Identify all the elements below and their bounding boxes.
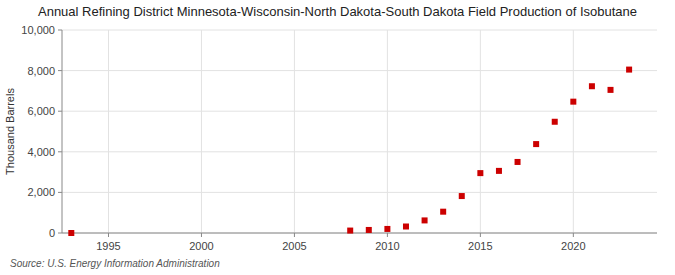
axes: 0 2,000 4,000 6,000 8,000 10,000 1995 2000 2005 2… — [21, 24, 657, 252]
point — [403, 224, 409, 230]
point — [608, 87, 614, 93]
y-axis-line — [62, 30, 63, 233]
point — [533, 141, 539, 147]
point — [422, 217, 428, 223]
grid-line-y — [62, 233, 657, 234]
tick-x — [201, 233, 202, 237]
tick-label-x: 2005 — [282, 240, 306, 252]
tick-label-x: 1995 — [96, 240, 120, 252]
tick-label-y: 6,000 — [27, 105, 55, 117]
tick-x — [573, 233, 574, 237]
point — [552, 119, 558, 125]
point — [459, 193, 465, 199]
grid-line-x — [108, 30, 109, 233]
point — [347, 228, 353, 234]
grid-line-y — [62, 151, 657, 152]
point — [626, 67, 632, 73]
grid-line-y — [62, 192, 657, 193]
tick-y — [58, 151, 62, 152]
y-axis-label: Thousand Barrels — [4, 88, 16, 175]
chart: Annual Refining District Minnesota-Wisco… — [0, 0, 675, 275]
tick-y — [58, 192, 62, 193]
tick-y — [58, 111, 62, 112]
grid-line-x — [480, 30, 481, 233]
tick-y — [58, 70, 62, 71]
tick-x — [480, 233, 481, 237]
x-axis-line — [62, 233, 657, 234]
tick-label-x: 2020 — [561, 240, 585, 252]
point — [440, 209, 446, 215]
marks — [68, 67, 632, 236]
tick-x — [108, 233, 109, 237]
tick-label-y: 0 — [49, 227, 55, 239]
point — [384, 226, 390, 232]
tick-label-y: 2,000 — [27, 186, 55, 198]
tick-label-x: 2000 — [189, 240, 213, 252]
grid — [62, 30, 657, 233]
grid-line-x — [573, 30, 574, 233]
point — [589, 83, 595, 89]
tick-y — [58, 233, 62, 234]
grid-line-y — [62, 70, 657, 71]
tick-label-y: 10,000 — [21, 24, 55, 36]
point — [496, 168, 502, 174]
source: Source: U.S. Energy Information Administ… — [10, 258, 220, 269]
point — [570, 99, 576, 105]
tick-x — [294, 233, 295, 237]
tick-label-y: 8,000 — [27, 65, 55, 77]
grid-line-x — [387, 30, 388, 233]
point — [68, 230, 74, 236]
title: Annual Refining District Minnesota-Wisco… — [38, 4, 637, 19]
point — [366, 227, 372, 233]
point — [477, 170, 483, 176]
tick-label-y: 4,000 — [27, 146, 55, 158]
tick-x — [387, 233, 388, 237]
point — [515, 159, 521, 165]
tick-label-x: 2015 — [468, 240, 492, 252]
title-line: Annual Refining District Minnesota-Wisco… — [38, 4, 637, 19]
tick-y — [58, 30, 62, 31]
tick-label-x: 2010 — [375, 240, 399, 252]
grid-line-x — [201, 30, 202, 233]
grid-line-y — [62, 111, 657, 112]
grid-line-x — [294, 30, 295, 233]
grid-line-y — [62, 30, 657, 31]
